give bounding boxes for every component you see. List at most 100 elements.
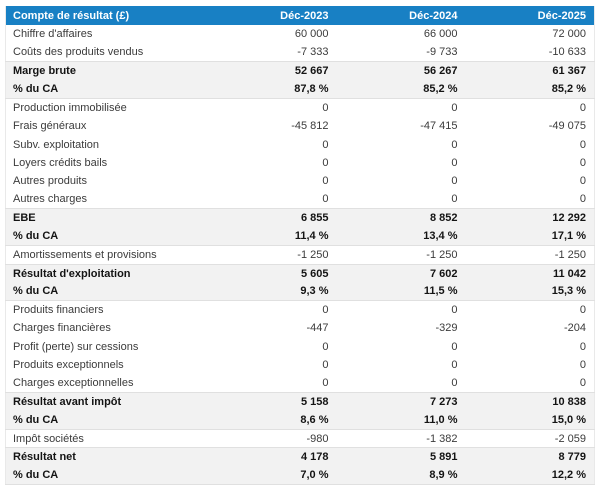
row-label: % du CA (5, 227, 208, 247)
cell-value: 10 838 (465, 392, 595, 412)
table-head: Compte de résultat (£) Déc-2023 Déc-2024 D… (5, 6, 595, 25)
cell-value: 5 605 (207, 263, 337, 283)
cell-value: 8,9 % (336, 466, 466, 486)
cell-value: 7 602 (336, 263, 466, 283)
row-label: Résultat d'exploitation (5, 263, 208, 283)
table-row: Résultat avant impôt 5 158 7 273 10 838 (5, 392, 595, 412)
row-label: Production immobilisée (5, 98, 208, 117)
cell-value: 60 000 (207, 25, 337, 44)
table-row: Chiffre d'affaires 60 000 66 000 72 000 (5, 25, 595, 44)
cell-value: 0 (207, 337, 337, 357)
cell-value: 0 (465, 172, 595, 191)
cell-value: 4 178 (207, 447, 337, 467)
table-row: Charges financières -447 -329 -204 (5, 319, 595, 338)
cell-value: -329 (336, 319, 466, 338)
cell-value: 0 (336, 190, 466, 209)
table-row: Produits exceptionnels 0 0 0 (5, 356, 595, 375)
column-header: Déc-2023 (207, 6, 337, 25)
cell-value: -45 812 (207, 116, 337, 136)
cell-value: 0 (465, 135, 595, 154)
table-row: Amortissements et provisions -1 250 -1 250… (5, 245, 595, 265)
cell-value: 0 (207, 135, 337, 154)
table-row: Profit (perte) sur cessions 0 0 0 (5, 337, 595, 357)
cell-value: -9 733 (336, 43, 466, 62)
cell-value: 12 292 (465, 208, 595, 228)
cell-value: 0 (336, 135, 466, 154)
table-row: Autres produits 0 0 0 (5, 172, 595, 191)
row-label: Coûts des produits vendus (5, 43, 208, 62)
row-label: Subv. exploitation (5, 135, 208, 154)
cell-value: 8 852 (336, 208, 466, 228)
cell-value: -2 059 (465, 429, 595, 448)
table-row: Production immobilisée 0 0 0 (5, 98, 595, 117)
cell-value: 0 (336, 374, 466, 393)
cell-value: -1 250 (336, 245, 466, 265)
cell-value: 0 (336, 337, 466, 357)
row-label: EBE (5, 208, 208, 228)
cell-value: 61 367 (465, 61, 595, 81)
table-row: EBE 6 855 8 852 12 292 (5, 208, 595, 228)
table-row: % du CA 11,4 % 13,4 % 17,1 % (5, 227, 595, 247)
cell-value: -49 075 (465, 116, 595, 136)
table-row: Marge brute 52 667 56 267 61 367 (5, 61, 595, 81)
table-row: Coûts des produits vendus -7 333 -9 733 -10… (5, 43, 595, 62)
column-header: Déc-2024 (336, 6, 466, 25)
row-label: Produits exceptionnels (5, 356, 208, 375)
cell-value: 72 000 (465, 25, 595, 44)
cell-value: 15,3 % (465, 282, 595, 302)
cell-value: 6 855 (207, 208, 337, 228)
row-label: Produits financiers (5, 300, 208, 320)
row-label: Loyers crédits bails (5, 153, 208, 173)
table-row: % du CA 8,6 % 11,0 % 15,0 % (5, 411, 595, 431)
cell-value: 66 000 (336, 25, 466, 44)
cell-value: 0 (207, 172, 337, 191)
row-label: Charges exceptionnelles (5, 374, 208, 393)
cell-value: -10 633 (465, 43, 595, 62)
row-label: Frais généraux (5, 116, 208, 136)
cell-value: 87,8 % (207, 80, 337, 100)
cell-value: 8,6 % (207, 411, 337, 431)
header-row: Compte de résultat (£) Déc-2023 Déc-2024 D… (5, 6, 595, 25)
row-label: % du CA (5, 80, 208, 100)
cell-value: -1 250 (465, 245, 595, 265)
cell-value: 0 (207, 153, 337, 173)
cell-value: 0 (336, 356, 466, 375)
cell-value: 0 (207, 300, 337, 320)
cell-value: 15,0 % (465, 411, 595, 431)
cell-value: 5 158 (207, 392, 337, 412)
cell-value: 5 891 (336, 447, 466, 467)
cell-value: 7 273 (336, 392, 466, 412)
cell-value: 0 (465, 300, 595, 320)
table-row: Loyers crédits bails 0 0 0 (5, 153, 595, 173)
cell-value: 17,1 % (465, 227, 595, 247)
cell-value: 11,5 % (336, 282, 466, 302)
column-header: Déc-2025 (465, 6, 595, 25)
row-label: Résultat net (5, 447, 208, 467)
row-label: Impôt sociétés (5, 429, 208, 448)
row-label: Profit (perte) sur cessions (5, 337, 208, 357)
table-row: Résultat net 4 178 5 891 8 779 (5, 447, 595, 467)
cell-value: -980 (207, 429, 337, 448)
cell-value: -447 (207, 319, 337, 338)
cell-value: 0 (465, 337, 595, 357)
table-row: Frais généraux -45 812 -47 415 -49 075 (5, 116, 595, 136)
row-label: Autres produits (5, 172, 208, 191)
cell-value: 56 267 (336, 61, 466, 81)
cell-value: -1 382 (336, 429, 466, 448)
cell-value: 11 042 (465, 263, 595, 283)
row-label: Chiffre d'affaires (5, 25, 208, 44)
cell-value: 7,0 % (207, 466, 337, 486)
cell-value: 0 (465, 153, 595, 173)
cell-value: -47 415 (336, 116, 466, 136)
cell-value: 0 (336, 300, 466, 320)
cell-value: -204 (465, 319, 595, 338)
cell-value: 8 779 (465, 447, 595, 467)
cell-value: 12,2 % (465, 466, 595, 486)
cell-value: 9,3 % (207, 282, 337, 302)
table-row: Charges exceptionnelles 0 0 0 (5, 374, 595, 393)
table-row: % du CA 7,0 % 8,9 % 12,2 % (5, 466, 595, 486)
cell-value: 0 (207, 356, 337, 375)
cell-value: 0 (336, 172, 466, 191)
table-row: Impôt sociétés -980 -1 382 -2 059 (5, 429, 595, 448)
table-title: Compte de résultat (£) (5, 6, 208, 25)
